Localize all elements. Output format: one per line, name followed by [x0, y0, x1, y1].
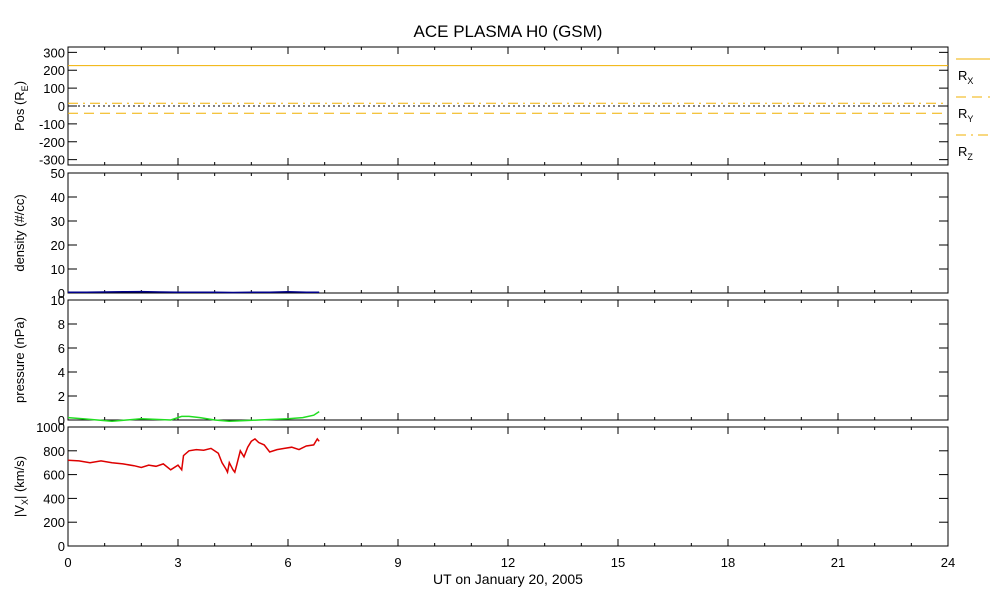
- x-tick-label: 18: [721, 555, 735, 570]
- x-tick-label: 9: [394, 555, 401, 570]
- y-tick-label: 0: [58, 413, 65, 428]
- y-tick-label: 0: [58, 539, 65, 554]
- x-tick-label: 3: [174, 555, 181, 570]
- y-tick-label: 300: [43, 45, 65, 60]
- x-tick-label: 12: [501, 555, 515, 570]
- y-tick-label: 400: [43, 491, 65, 506]
- legend-label-RZ: RZ: [958, 144, 973, 162]
- y-tick-label: -100: [39, 117, 65, 132]
- panel-4: 0 200 400 600 800 1000 |VX| (km/s): [12, 420, 949, 554]
- y-tick-label: 4: [58, 365, 65, 380]
- y-tick-label: 2: [58, 389, 65, 404]
- y-axis-label: Pos (RE): [12, 81, 30, 131]
- y-axis-label: |VX| (km/s): [12, 456, 30, 517]
- x-tick-label: 0: [64, 555, 71, 570]
- panel-1: 300 200 100 0 -100 -200 -300 Pos (RE) RX RY RZ: [12, 45, 990, 168]
- chart-title: ACE PLASMA H0 (GSM): [414, 22, 603, 41]
- y-tick-label: 600: [43, 468, 65, 483]
- y-tick-label: 30: [51, 214, 65, 229]
- x-axis: 0 3 6 9 12 15 18 21 24: [64, 555, 955, 570]
- y-tick-label: 8: [58, 317, 65, 332]
- series-line-panel4: [67, 437, 320, 475]
- y-tick-label: 10: [51, 293, 65, 308]
- y-tick-label: 50: [51, 166, 65, 181]
- x-tick-label: 6: [284, 555, 291, 570]
- x-axis-label: UT on January 20, 2005: [433, 571, 583, 587]
- y-tick-label: 0: [58, 286, 65, 301]
- y-tick-label: 200: [43, 63, 65, 78]
- panel-frame: [67, 172, 949, 294]
- y-axis-label: pressure (nPa): [12, 317, 27, 403]
- y-tick-label: 0: [58, 99, 65, 114]
- panel-2: 0 10 20 30 40 50 density (#/cc): [12, 166, 949, 301]
- series-line-panel2: [68, 290, 320, 294]
- y-tick-label: 100: [43, 81, 65, 96]
- y-tick-label: 800: [43, 444, 65, 459]
- x-tick-label: 15: [611, 555, 625, 570]
- y-tick-label: 6: [58, 341, 65, 356]
- y-axis-label: density (#/cc): [12, 194, 27, 271]
- y-tick-label: 1000: [36, 420, 65, 435]
- panel-frame: [67, 299, 949, 421]
- x-tick-label: 21: [831, 555, 845, 570]
- y-tick-label: 20: [51, 238, 65, 253]
- panel-frame: [67, 426, 949, 547]
- y-tick-label: -300: [39, 153, 65, 168]
- legend-label-RX: RX: [958, 68, 973, 86]
- x-tick-label: 24: [941, 555, 955, 570]
- y-tick-label: 200: [43, 515, 65, 530]
- y-tick-label: 10: [51, 262, 65, 277]
- y-tick-label: 40: [51, 190, 65, 205]
- y-tick-label: -200: [39, 135, 65, 150]
- series-line-panel3: [67, 410, 320, 422]
- legend-label-RY: RY: [958, 106, 973, 124]
- panel-3: 0 2 4 6 8 10 pressure (nPa): [12, 293, 949, 428]
